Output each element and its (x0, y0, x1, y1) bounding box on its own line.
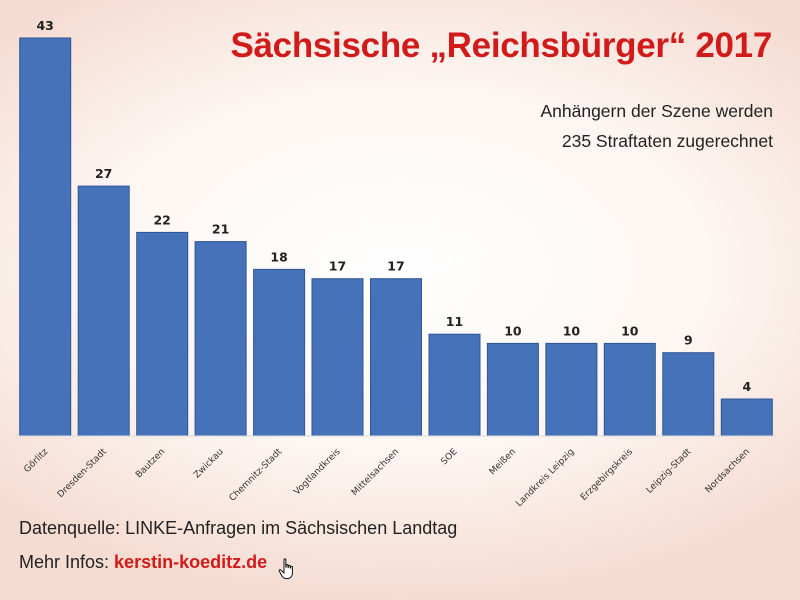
bar-value-label: 43 (36, 18, 53, 33)
category-tick-label: Zwickau (192, 447, 225, 480)
bar-chart: 43 27 22 21 18 17 17 11 10 10 10 9 4 Görlitz Dresden-… (16, 18, 776, 509)
category-tick-label: Nordsachsen (704, 447, 752, 495)
bar-value-label: 10 (621, 323, 639, 338)
bars-group (19, 37, 773, 437)
category-tick-label: Vogtlandkreis (292, 447, 342, 497)
bar (545, 342, 598, 437)
bar (311, 278, 364, 437)
more-info-link[interactable]: kerstin-koeditz.de (114, 552, 268, 572)
category-tick-label: SOE (439, 447, 459, 467)
bar (428, 333, 481, 437)
chart-title: Sächsische „Reichsbürger“ 2017 (230, 26, 772, 65)
bar-value-label: 17 (329, 259, 346, 274)
bar (136, 231, 189, 437)
bar (486, 342, 539, 437)
category-tick-label: Görlitz (22, 447, 50, 475)
bar-value-label: 21 (212, 222, 229, 237)
category-tick-label: Erzgebirgskreis (579, 447, 635, 503)
subtitle-line-1: Anhängern der Szene werden (540, 101, 773, 121)
bar-value-label: 11 (446, 314, 463, 329)
bar (77, 185, 130, 437)
bar-value-label: 4 (742, 379, 751, 394)
category-tick-label: Chemnitz-Stadt (228, 447, 285, 504)
category-tick-label: Landkreis Leipzig (514, 447, 576, 509)
hand-pointer-icon (278, 558, 293, 579)
bar-value-label: 17 (387, 259, 404, 274)
bar-value-label: 10 (504, 323, 522, 338)
bar (662, 352, 715, 437)
bar (19, 37, 72, 437)
bar-value-label: 27 (95, 166, 112, 181)
bar-value-label: 9 (684, 333, 693, 348)
category-tick-label: Leipzig-Stadt (645, 447, 694, 496)
bar (720, 398, 773, 437)
bar (603, 342, 656, 437)
tick-labels-group: Görlitz Dresden-Stadt Bautzen Zwickau Chemni… (22, 447, 751, 509)
bar-value-label: 18 (270, 249, 287, 264)
bar-value-label: 10 (563, 323, 581, 338)
category-tick-label: Mittelsachsen (350, 447, 401, 498)
subtitle-line-2: 235 Straftaten zugerechnet (561, 131, 773, 151)
more-info-line: Mehr Infos: kerstin-koeditz.de (19, 552, 267, 573)
bar (194, 241, 247, 437)
value-labels-group: 43 27 22 21 18 17 17 11 10 10 10 9 4 (36, 18, 751, 394)
bar (253, 268, 306, 437)
category-tick-label: Meißen (488, 447, 518, 477)
bar-value-label: 22 (153, 212, 170, 227)
bar (370, 278, 422, 437)
data-source-note: Datenquelle: LINKE-Anfragen im Sächsisch… (19, 518, 458, 538)
category-tick-label: Bautzen (134, 447, 167, 480)
category-tick-label: Dresden-Stadt (56, 447, 109, 500)
more-info-label: Mehr Infos: (19, 552, 115, 572)
